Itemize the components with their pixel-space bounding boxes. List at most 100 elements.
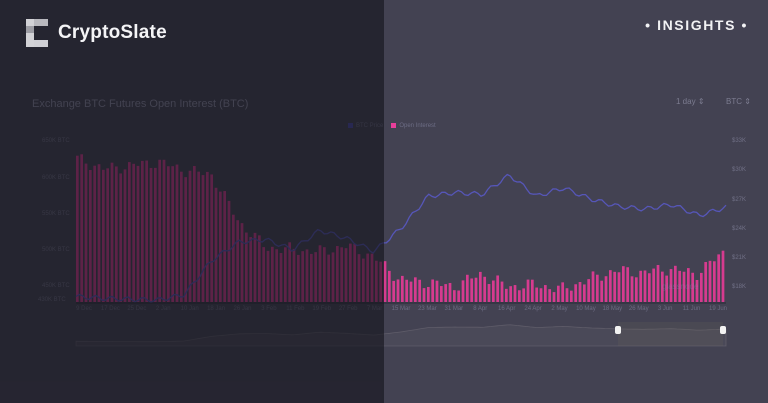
oi-bar: [219, 191, 222, 302]
oi-bar: [483, 276, 487, 302]
legend-label: BTC Price: [356, 123, 384, 130]
oi-bar: [266, 250, 270, 302]
oi-bar: [162, 159, 166, 302]
oi-bar: [435, 280, 439, 302]
oi-bar: [557, 285, 560, 302]
oi-bar: [188, 170, 192, 302]
oi-bar: [721, 250, 725, 302]
interval-select[interactable]: 1 day ⇕: [676, 97, 705, 106]
oi-bar: [171, 166, 175, 302]
oi-bar: [314, 252, 318, 302]
oi-bar: [648, 273, 651, 302]
y-left-tick: 500K BTC: [42, 247, 70, 253]
oi-bar: [427, 286, 430, 302]
y-left-tick: 550K BTC: [42, 211, 70, 217]
oi-bar: [175, 164, 179, 302]
oi-bar: [652, 268, 656, 302]
oi-bar: [284, 247, 287, 302]
watermark: glassnode: [662, 282, 699, 291]
oi-bar: [123, 169, 127, 302]
oi-bar: [535, 287, 539, 302]
oi-bar: [548, 289, 552, 302]
oi-bar: [110, 162, 114, 302]
oi-bar: [409, 281, 413, 302]
x-tick: 11 Feb: [286, 306, 305, 312]
unit-select[interactable]: BTC ⇕: [726, 97, 751, 106]
y-left-tick: 600K BTC: [42, 175, 70, 181]
legend-item-open-interest[interactable]: Open Interest: [391, 123, 436, 129]
oi-bar: [422, 288, 426, 302]
navigator-selection[interactable]: [618, 322, 723, 346]
oi-bar: [518, 290, 521, 302]
oi-bar: [600, 280, 604, 302]
oi-bar: [223, 191, 227, 302]
oi-bar: [461, 280, 465, 302]
x-tick: 9 Dec: [76, 306, 92, 312]
oi-bar: [431, 279, 435, 302]
oi-bar: [297, 254, 300, 302]
x-tick: 17 Dec: [100, 306, 120, 312]
oi-bar: [214, 187, 218, 302]
brand[interactable]: CryptoSlate: [26, 19, 167, 47]
oi-bar: [531, 279, 534, 302]
oi-bar: [275, 249, 279, 302]
oi-bar: [370, 253, 374, 302]
oi-bar: [700, 272, 703, 302]
oi-bar: [141, 160, 144, 302]
oi-bar: [513, 285, 517, 302]
oi-bar: [201, 175, 205, 302]
oi-bar: [574, 284, 578, 302]
x-tick: 23 Mar: [418, 306, 437, 312]
oi-bar: [145, 160, 149, 302]
oi-bar: [89, 169, 92, 302]
oi-bar: [292, 248, 296, 302]
oi-bar: [440, 286, 443, 302]
oi-bar: [344, 248, 348, 302]
oi-bar: [669, 269, 673, 302]
oi-bar: [414, 277, 417, 302]
x-tick: 25 Dec: [127, 306, 147, 312]
navigator-left-handle[interactable]: [615, 326, 621, 334]
x-tick: 10 May: [576, 306, 596, 312]
oi-bar: [336, 246, 339, 302]
oi-bar: [93, 165, 97, 302]
oi-bar: [596, 274, 599, 302]
oi-bar: [578, 282, 582, 302]
x-tick: 15 Mar: [391, 306, 411, 312]
oi-bar: [661, 271, 664, 302]
y-right-tick: $21K: [732, 255, 747, 261]
oi-bar: [639, 270, 643, 302]
x-tick: 2 Jan: [155, 306, 171, 312]
chart-legend: BTC Price Open Interest: [348, 123, 436, 129]
oi-bar: [210, 174, 214, 302]
oi-bar: [474, 277, 478, 302]
oi-bar: [318, 245, 322, 302]
insights-badge: • INSIGHTS •: [645, 17, 748, 33]
oi-bar: [379, 261, 383, 302]
oi-bar: [305, 249, 309, 302]
oi-bar: [418, 279, 422, 302]
oi-bar: [561, 282, 565, 302]
oi-bar: [197, 171, 201, 302]
oi-bar: [383, 261, 387, 302]
navigator-right-handle[interactable]: [720, 326, 726, 334]
oi-bar: [522, 288, 526, 302]
updown-icon: ⇕: [697, 97, 705, 106]
cryptoslate-logo-icon: [26, 19, 48, 47]
oi-bar: [258, 235, 261, 302]
oi-bar: [687, 268, 690, 302]
oi-bar: [262, 247, 266, 302]
oi-bar: [591, 271, 595, 302]
oi-bar: [635, 277, 638, 302]
x-tick: 3 Feb: [261, 306, 277, 312]
oi-bar: [149, 167, 153, 302]
oi-bar: [180, 171, 183, 302]
oi-bar: [80, 154, 84, 302]
x-tick: 31 Mar: [444, 306, 464, 312]
legend-item-btc-price[interactable]: BTC Price: [348, 123, 383, 129]
oi-bar: [453, 290, 456, 302]
oi-bar: [539, 288, 543, 302]
y-right-tick: $27K: [732, 197, 747, 203]
